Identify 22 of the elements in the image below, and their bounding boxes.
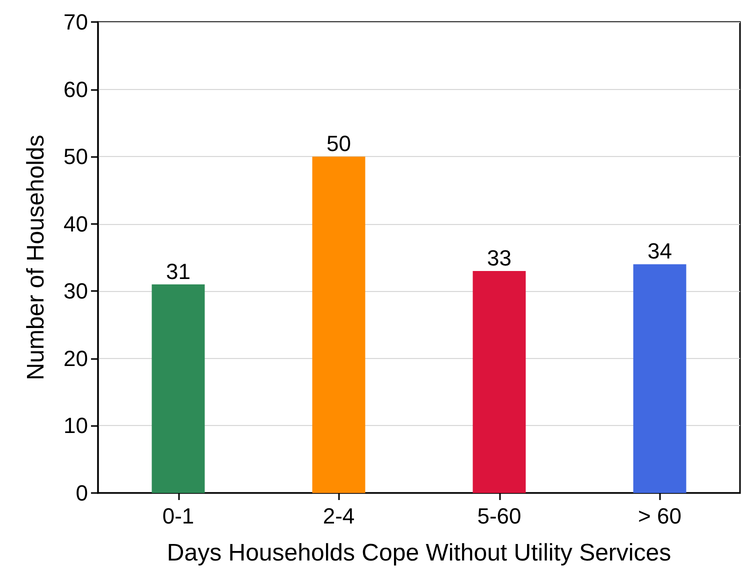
y-tick-label: 60 (64, 76, 88, 102)
y-axis-title: Number of Households (22, 134, 50, 380)
y-tick-label: 40 (64, 211, 88, 236)
y-tick-label: 70 (64, 10, 88, 34)
data-label: 50 (326, 131, 351, 156)
x-tick-label: 5-60 (477, 504, 522, 528)
y-tick-label: 20 (64, 346, 88, 371)
x-axis-title: Days Households Cope Without Utility Services (166, 540, 672, 566)
data-label: 31 (166, 258, 190, 284)
x-tick-label: 0-1 (162, 504, 194, 528)
bar (633, 264, 686, 493)
y-tick-label: 30 (64, 278, 88, 304)
data-label: 33 (487, 245, 512, 270)
x-tick-label: 2-4 (322, 504, 355, 528)
bar (152, 284, 205, 493)
y-tick-label: 50 (64, 144, 88, 170)
bar (312, 156, 366, 493)
y-tick-label: 0 (76, 480, 88, 506)
y-tick-label: 10 (64, 413, 88, 438)
bar (472, 270, 526, 493)
data-label: 34 (648, 238, 672, 264)
x-tick-label: > 60 (638, 504, 682, 528)
